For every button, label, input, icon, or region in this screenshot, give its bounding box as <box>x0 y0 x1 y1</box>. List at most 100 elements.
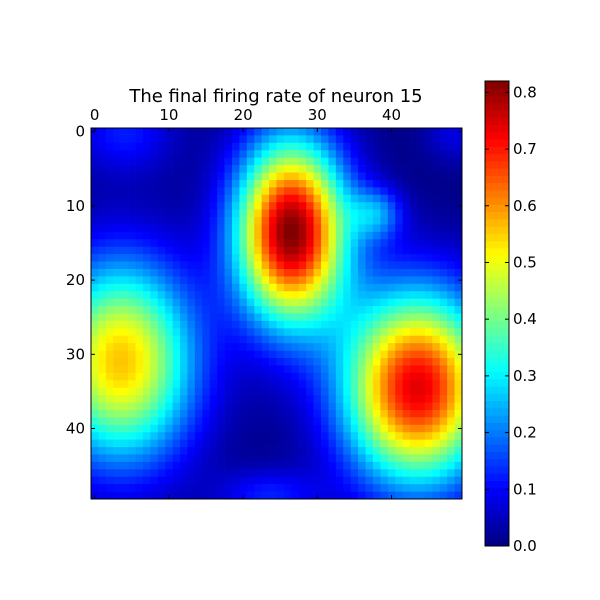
heatmap-cell <box>202 358 211 366</box>
heatmap-cell <box>172 424 181 433</box>
heatmap-cell <box>402 239 411 248</box>
heatmap-cell <box>387 402 396 411</box>
heatmap-cell <box>402 372 411 381</box>
heatmap-cell <box>365 135 374 144</box>
heatmap-cell <box>365 172 374 181</box>
heatmap-cell <box>276 157 285 166</box>
heatmap-cell <box>291 172 300 181</box>
heatmap-cell <box>298 387 307 396</box>
heatmap-cell <box>269 372 277 381</box>
heatmap-cell <box>410 276 418 285</box>
heatmap-cell <box>180 128 188 136</box>
heatmap-cell <box>172 298 181 307</box>
heatmap-cell <box>105 491 114 500</box>
heatmap-cell <box>283 187 292 196</box>
heatmap-cell <box>402 142 411 151</box>
heatmap-cell <box>120 268 129 277</box>
heatmap-cell <box>372 469 381 478</box>
heatmap-cell <box>157 358 166 366</box>
heatmap-cell <box>454 261 463 270</box>
heatmap-cell <box>246 157 255 166</box>
heatmap-cell <box>172 432 181 440</box>
heatmap-cell <box>105 239 114 248</box>
heatmap-cell <box>365 179 374 188</box>
heatmap-cell <box>165 261 173 270</box>
heatmap-cell <box>313 231 322 240</box>
heatmap-cell <box>424 298 433 307</box>
heatmap-cell <box>194 439 203 448</box>
heatmap-cell <box>343 409 352 418</box>
heatmap-cell <box>439 372 448 381</box>
heatmap-cell <box>454 179 463 188</box>
heatmap-cell <box>231 209 240 218</box>
heatmap-cell <box>380 231 389 240</box>
heatmap-cell <box>142 254 151 262</box>
heatmap-cell <box>150 276 159 285</box>
heatmap-cell <box>387 409 396 418</box>
heatmap-cell <box>180 261 188 270</box>
heatmap-cell <box>157 283 166 292</box>
heatmap-cell <box>187 402 196 411</box>
heatmap-cell <box>135 387 144 396</box>
heatmap-cell <box>410 343 418 351</box>
heatmap-cell <box>172 150 181 159</box>
heatmap-cell <box>194 424 203 433</box>
heatmap-cell <box>402 447 411 455</box>
heatmap-cell <box>432 454 441 463</box>
heatmap-cell <box>358 187 366 196</box>
heatmap-cell <box>261 150 270 159</box>
heatmap-cell <box>180 358 188 366</box>
heatmap-cell <box>165 328 173 337</box>
heatmap-cell <box>343 261 352 270</box>
heatmap-cell <box>276 380 285 389</box>
heatmap-cell <box>150 224 159 233</box>
heatmap-cell <box>387 417 396 426</box>
heatmap-cell <box>209 268 218 277</box>
heatmap-cell <box>395 484 403 492</box>
heatmap-cell <box>120 402 129 411</box>
heatmap-cell <box>180 328 188 337</box>
heatmap-cell <box>454 469 463 478</box>
heatmap-cell <box>224 291 233 300</box>
heatmap-cell <box>402 491 411 500</box>
heatmap-cell <box>306 358 314 366</box>
heatmap-cell <box>142 476 151 485</box>
heatmap-cell <box>395 217 403 225</box>
heatmap-cell <box>298 217 307 225</box>
heatmap-cell <box>231 335 240 344</box>
heatmap-cell <box>447 157 455 166</box>
heatmap-cell <box>365 142 374 151</box>
heatmap-cell <box>306 484 314 492</box>
heatmap-cell <box>291 276 300 285</box>
heatmap-cell <box>150 194 159 203</box>
heatmap-cell <box>328 246 337 255</box>
heatmap-cell <box>313 424 322 433</box>
heatmap-cell <box>180 417 188 426</box>
heatmap-cell <box>150 306 159 314</box>
heatmap-cell <box>217 254 225 262</box>
heatmap-cell <box>372 454 381 463</box>
heatmap-cell <box>261 461 270 470</box>
heatmap-cell <box>209 306 218 314</box>
heatmap-cell <box>402 358 411 366</box>
heatmap-cell <box>410 313 418 322</box>
heatmap-cell <box>113 461 122 470</box>
heatmap-cell <box>358 387 366 396</box>
heatmap-cell <box>447 402 455 411</box>
heatmap-cell <box>402 254 411 262</box>
heatmap-cell <box>439 439 448 448</box>
heatmap-cell <box>328 380 337 389</box>
heatmap-cell <box>202 268 211 277</box>
heatmap-cell <box>194 402 203 411</box>
heatmap-cell <box>298 409 307 418</box>
heatmap-cell <box>142 387 151 396</box>
heatmap-cell <box>328 313 337 322</box>
heatmap-cell <box>172 306 181 314</box>
heatmap-cell <box>91 142 99 151</box>
heatmap-cell <box>365 380 374 389</box>
heatmap-cell <box>335 447 344 455</box>
heatmap-cell <box>335 491 344 500</box>
heatmap-cell <box>217 202 225 210</box>
heatmap-cell <box>135 365 144 374</box>
heatmap-cell <box>439 350 448 359</box>
